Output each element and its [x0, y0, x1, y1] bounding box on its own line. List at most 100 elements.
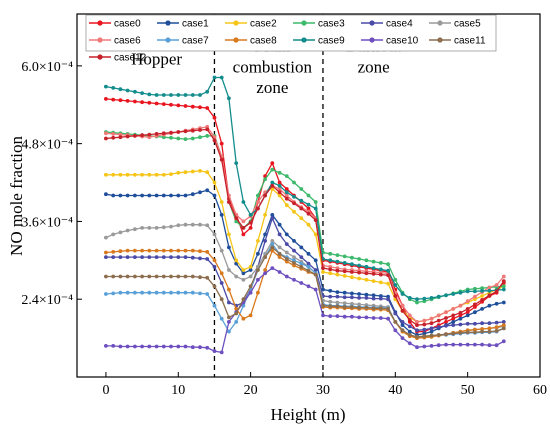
data-point	[350, 314, 354, 319]
data-point	[473, 330, 477, 335]
data-point	[227, 329, 231, 334]
data-point	[140, 193, 145, 198]
data-point	[248, 220, 253, 225]
data-point	[436, 343, 441, 348]
data-point	[444, 310, 448, 315]
data-point	[451, 323, 456, 327]
data-point	[386, 262, 390, 267]
data-point	[133, 344, 137, 349]
data-point	[118, 135, 123, 140]
data-point	[198, 222, 202, 227]
data-point	[118, 274, 123, 279]
data-point	[205, 124, 210, 129]
data-point	[241, 316, 246, 321]
data-point	[422, 318, 427, 323]
data-point	[277, 183, 282, 188]
data-point	[407, 324, 412, 329]
data-point	[371, 306, 376, 311]
data-point	[219, 141, 224, 146]
data-point	[473, 294, 477, 299]
data-point	[480, 342, 484, 347]
legend-label: case0	[114, 19, 141, 30]
data-point	[328, 251, 333, 256]
series-line-case7	[105, 242, 505, 339]
data-point	[212, 284, 217, 289]
data-point	[104, 84, 108, 89]
data-point	[161, 248, 166, 253]
x-tick-label-1: 10	[171, 383, 185, 398]
y-axis: 2.4×10⁻⁴ 3.6×10⁻⁴ 4.8×10⁻⁴ 6.0×10⁻⁴	[21, 60, 82, 308]
data-point	[342, 290, 347, 295]
data-point	[219, 75, 224, 80]
legend-swatch-marker	[437, 20, 443, 26]
data-point	[125, 228, 130, 233]
data-point	[292, 194, 296, 199]
data-point	[248, 226, 253, 230]
data-point	[263, 255, 267, 259]
data-point	[501, 284, 506, 289]
data-point	[306, 284, 311, 289]
data-point	[335, 266, 340, 270]
data-point	[161, 102, 166, 106]
data-point	[407, 318, 412, 322]
data-point	[436, 333, 441, 337]
data-point	[429, 321, 434, 326]
series-line-case2	[105, 170, 505, 323]
data-point	[219, 248, 224, 253]
data-point	[335, 294, 340, 299]
data-point	[487, 303, 492, 308]
data-point	[473, 302, 477, 307]
data-point	[212, 193, 217, 198]
data-point	[328, 271, 333, 276]
data-point	[299, 281, 304, 285]
data-point	[118, 344, 123, 349]
data-point	[400, 292, 405, 296]
data-point	[487, 326, 492, 331]
data-point	[161, 172, 166, 177]
data-point	[256, 200, 260, 204]
data-point	[465, 342, 470, 347]
zone-label-2-1: zone	[358, 57, 390, 76]
data-point	[125, 172, 130, 177]
data-point	[400, 336, 405, 340]
data-point	[364, 271, 369, 276]
data-point	[169, 193, 173, 198]
legend-label: case4	[386, 19, 413, 30]
data-point	[248, 274, 253, 279]
data-point	[133, 274, 137, 279]
data-point	[270, 213, 275, 217]
data-point	[140, 248, 145, 253]
data-point	[161, 255, 166, 259]
data-point	[299, 255, 304, 259]
data-point	[198, 105, 202, 110]
data-point	[104, 192, 108, 197]
data-point	[487, 343, 492, 348]
data-point	[306, 193, 311, 198]
data-point	[198, 190, 202, 195]
data-point	[234, 216, 239, 221]
data-point	[104, 97, 108, 101]
data-point	[429, 326, 434, 331]
data-point	[422, 344, 427, 349]
data-point	[429, 329, 434, 334]
data-point	[169, 290, 173, 295]
data-point	[277, 180, 282, 185]
data-point	[104, 344, 108, 348]
data-point	[104, 136, 108, 141]
y-tick-label-0: 2.4×10⁻⁴	[21, 293, 73, 308]
data-point	[147, 226, 152, 230]
data-point	[154, 248, 159, 253]
data-point	[465, 310, 470, 315]
data-point	[241, 297, 246, 302]
data-point	[183, 129, 188, 134]
data-point	[190, 345, 195, 350]
data-point	[407, 341, 412, 346]
data-point	[205, 134, 210, 138]
data-point	[212, 180, 217, 185]
data-point	[378, 316, 383, 320]
data-point	[190, 104, 195, 109]
data-point	[154, 344, 159, 349]
data-point	[386, 294, 390, 299]
legend-item-case2: case2	[225, 19, 277, 30]
data-point	[328, 314, 333, 318]
